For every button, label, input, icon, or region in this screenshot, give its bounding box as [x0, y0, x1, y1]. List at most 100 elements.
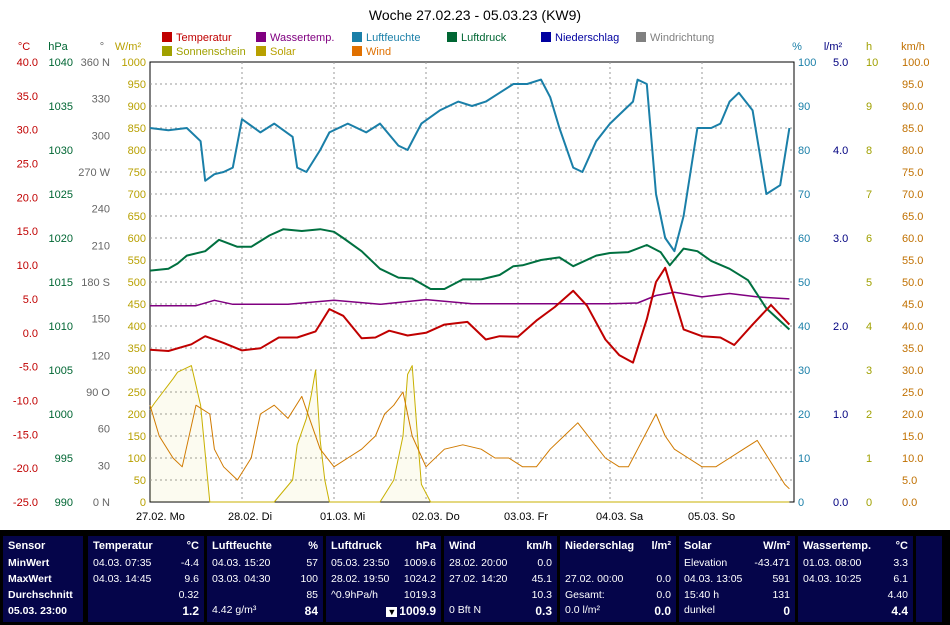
wind-tick-label: 55.0	[902, 255, 923, 267]
temp-tick-label: 15.0	[17, 226, 38, 238]
wind-panel: Wind km/h 28.02. 20:00 0.0 27.02. 14:20 45.…	[444, 536, 557, 622]
humidity-tick-label: 20	[798, 409, 810, 421]
wind-tick-label: 15.0	[902, 431, 923, 443]
rain-tick-label: 1.0	[833, 409, 848, 421]
x-axis-labels: 27.02. Mo 28.02. Di 01.03. Mi 02.03. Do 03.0…	[136, 511, 735, 523]
solar-tick-label: 500	[128, 277, 146, 289]
solar-tick-label: 350	[128, 343, 146, 355]
solar-tick-label: 50	[134, 475, 146, 487]
legend-label: Luftdruck	[461, 32, 507, 44]
niederschlag-title: Niederschlag	[565, 540, 635, 552]
temp-tick-label: 30.0	[17, 125, 38, 137]
solar-elevation-label: Elevation	[684, 557, 728, 569]
solar-line	[149, 365, 790, 503]
legend-swatch	[541, 32, 551, 42]
solar-tick-label: 1000	[122, 57, 146, 69]
humidity-unit-label: %	[792, 41, 802, 53]
solar-tick-label: 850	[128, 123, 146, 135]
rain-unit-label: l/m²	[824, 41, 843, 53]
wind-unit: km/h	[526, 540, 552, 552]
wind-min-date: 28.02. 20:00	[449, 557, 508, 569]
wind-tick-label: 65.0	[902, 211, 923, 223]
legend-swatch	[352, 32, 362, 42]
rain-tick-label: 4.0	[833, 145, 848, 157]
right-axes: 1009080706050403020100%5.04.03.02.01.00.…	[792, 41, 929, 509]
press-min-date: 05.03. 23:50	[331, 557, 390, 569]
wassertemp-unit: °C	[895, 540, 908, 552]
water-min-value: 3.3	[893, 557, 908, 569]
hum-now: 84	[304, 604, 318, 618]
temp-tick-label: 35.0	[17, 91, 38, 103]
pressure-tick-label: 1040	[49, 57, 73, 69]
solar-tick-label: 650	[128, 211, 146, 223]
temperatur-title: Temperatur	[93, 540, 153, 552]
rain-max-value: 0.0	[656, 573, 671, 585]
hum-avg: 85	[306, 589, 318, 601]
sensor-panel: Sensor MinWert MaxWert Durchschnitt 05.0…	[3, 536, 83, 622]
humidity-tick-label: 90	[798, 101, 810, 113]
pressure-tick-label: 1035	[49, 101, 73, 113]
solar-line-area	[150, 365, 790, 502]
pressure-tick-label: 1015	[49, 277, 73, 289]
solar-tick-label: 700	[128, 189, 146, 201]
maxwert-label: MaxWert	[8, 573, 52, 585]
solar-tick-label: 0	[140, 497, 146, 509]
temp-tick-label: 25.0	[17, 159, 38, 171]
wassertemp-panel: Wassertemp. °C 01.03. 08:00 3.3 04.03. 10:…	[798, 536, 913, 622]
solar-tick-label: 900	[128, 101, 146, 113]
sunshine-tick-label: 3	[866, 365, 872, 377]
solar-tick-label: 200	[128, 409, 146, 421]
temp-min-date: 04.03. 07:35	[93, 557, 152, 569]
pressure-unit-label: hPa	[48, 41, 68, 53]
temp-min-value: -4.4	[180, 557, 199, 569]
hum-min-value: 57	[306, 557, 318, 569]
humidity-tick-label: 50	[798, 277, 810, 289]
pressure-tick-label: 990	[55, 497, 73, 509]
legend-swatch	[162, 46, 172, 56]
press-now-value: 1009.9	[399, 604, 436, 618]
press-max-date: 28.02. 19:50	[331, 573, 390, 585]
wind-max-date: 27.02. 14:20	[449, 573, 508, 585]
luftdruck-panel: Luftdruck hPa 05.03. 23:50 1009.6 28.02. 1…	[326, 536, 441, 622]
rain-rate: 0.0 l/m²	[565, 604, 601, 616]
wind-tick-label: 70.0	[902, 189, 923, 201]
solar-tick-label: 550	[128, 255, 146, 267]
rain-total: 0.0	[656, 589, 671, 601]
wind-tick-label: 40.0	[902, 321, 923, 333]
solar-tick-label: 100	[128, 453, 146, 465]
x-tick-label: 28.02. Di	[228, 511, 272, 523]
solar-max-date: 04.03. 13:05	[684, 573, 743, 585]
minwert-label: MinWert	[8, 557, 50, 569]
sunshine-tick-label: 0	[866, 497, 872, 509]
sunshine-tick-label: 10	[866, 57, 878, 69]
rain-tick-label: 0.0	[833, 497, 848, 509]
wind-tick-label: 35.0	[902, 343, 923, 355]
wind_dir-tick-label: 360 N	[81, 57, 110, 69]
sunshine-tick-label: 6	[866, 233, 872, 245]
extra-panel	[916, 536, 942, 622]
press-avg: 1019.3	[403, 589, 436, 601]
temp-tick-label: 5.0	[23, 294, 38, 306]
temperatur-unit: °C	[186, 540, 199, 552]
sensor-title: Sensor	[8, 540, 46, 552]
temp-tick-label: -10.0	[13, 395, 38, 407]
sunshine-tick-label: 4	[866, 321, 872, 333]
legend-label: Niederschlag	[555, 32, 619, 44]
pressure-tick-label: 1030	[49, 145, 73, 157]
wind-bft: 0 Bft N	[449, 604, 482, 616]
wind-tick-label: 95.0	[902, 79, 923, 91]
solar-tick-label: 950	[128, 79, 146, 91]
legend-label: Wind	[366, 46, 391, 58]
luftdruck-unit: hPa	[415, 540, 436, 552]
wind_dir-tick-label: 0 N	[93, 497, 110, 509]
water-avg: 4.40	[887, 589, 908, 601]
temp-tick-label: -20.0	[13, 463, 38, 475]
wind-title: Wind	[449, 540, 476, 552]
temp-tick-label: -5.0	[19, 362, 38, 374]
legend-label: Sonnenschein	[176, 46, 246, 58]
trend-down-icon: ▼	[386, 607, 398, 617]
wind_dir-tick-label: 270 W	[78, 167, 110, 179]
wind-min-value: 0.0	[537, 557, 552, 569]
press-min-value: 1009.6	[403, 557, 436, 569]
solar-tick-label: 300	[128, 365, 146, 377]
